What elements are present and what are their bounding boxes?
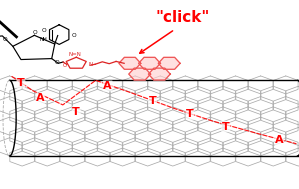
Text: A: A	[103, 81, 112, 91]
Text: O: O	[63, 63, 67, 68]
Text: O: O	[54, 60, 59, 65]
Text: O: O	[42, 28, 47, 33]
Polygon shape	[119, 57, 141, 69]
Text: T: T	[222, 122, 230, 132]
Text: NH: NH	[39, 36, 47, 42]
Polygon shape	[129, 68, 151, 80]
Text: T: T	[149, 96, 156, 106]
Polygon shape	[148, 68, 170, 80]
Text: T: T	[72, 107, 80, 116]
Text: T: T	[17, 78, 25, 88]
Text: N=N: N=N	[68, 52, 81, 57]
Polygon shape	[139, 57, 160, 69]
Text: A: A	[275, 135, 284, 145]
Text: N: N	[88, 62, 92, 67]
Polygon shape	[158, 57, 180, 69]
Text: O: O	[2, 37, 7, 42]
Text: "click": "click"	[155, 9, 210, 25]
Text: A: A	[36, 93, 45, 103]
Text: O: O	[72, 33, 76, 38]
Text: T: T	[186, 109, 194, 119]
Text: O: O	[33, 30, 37, 35]
